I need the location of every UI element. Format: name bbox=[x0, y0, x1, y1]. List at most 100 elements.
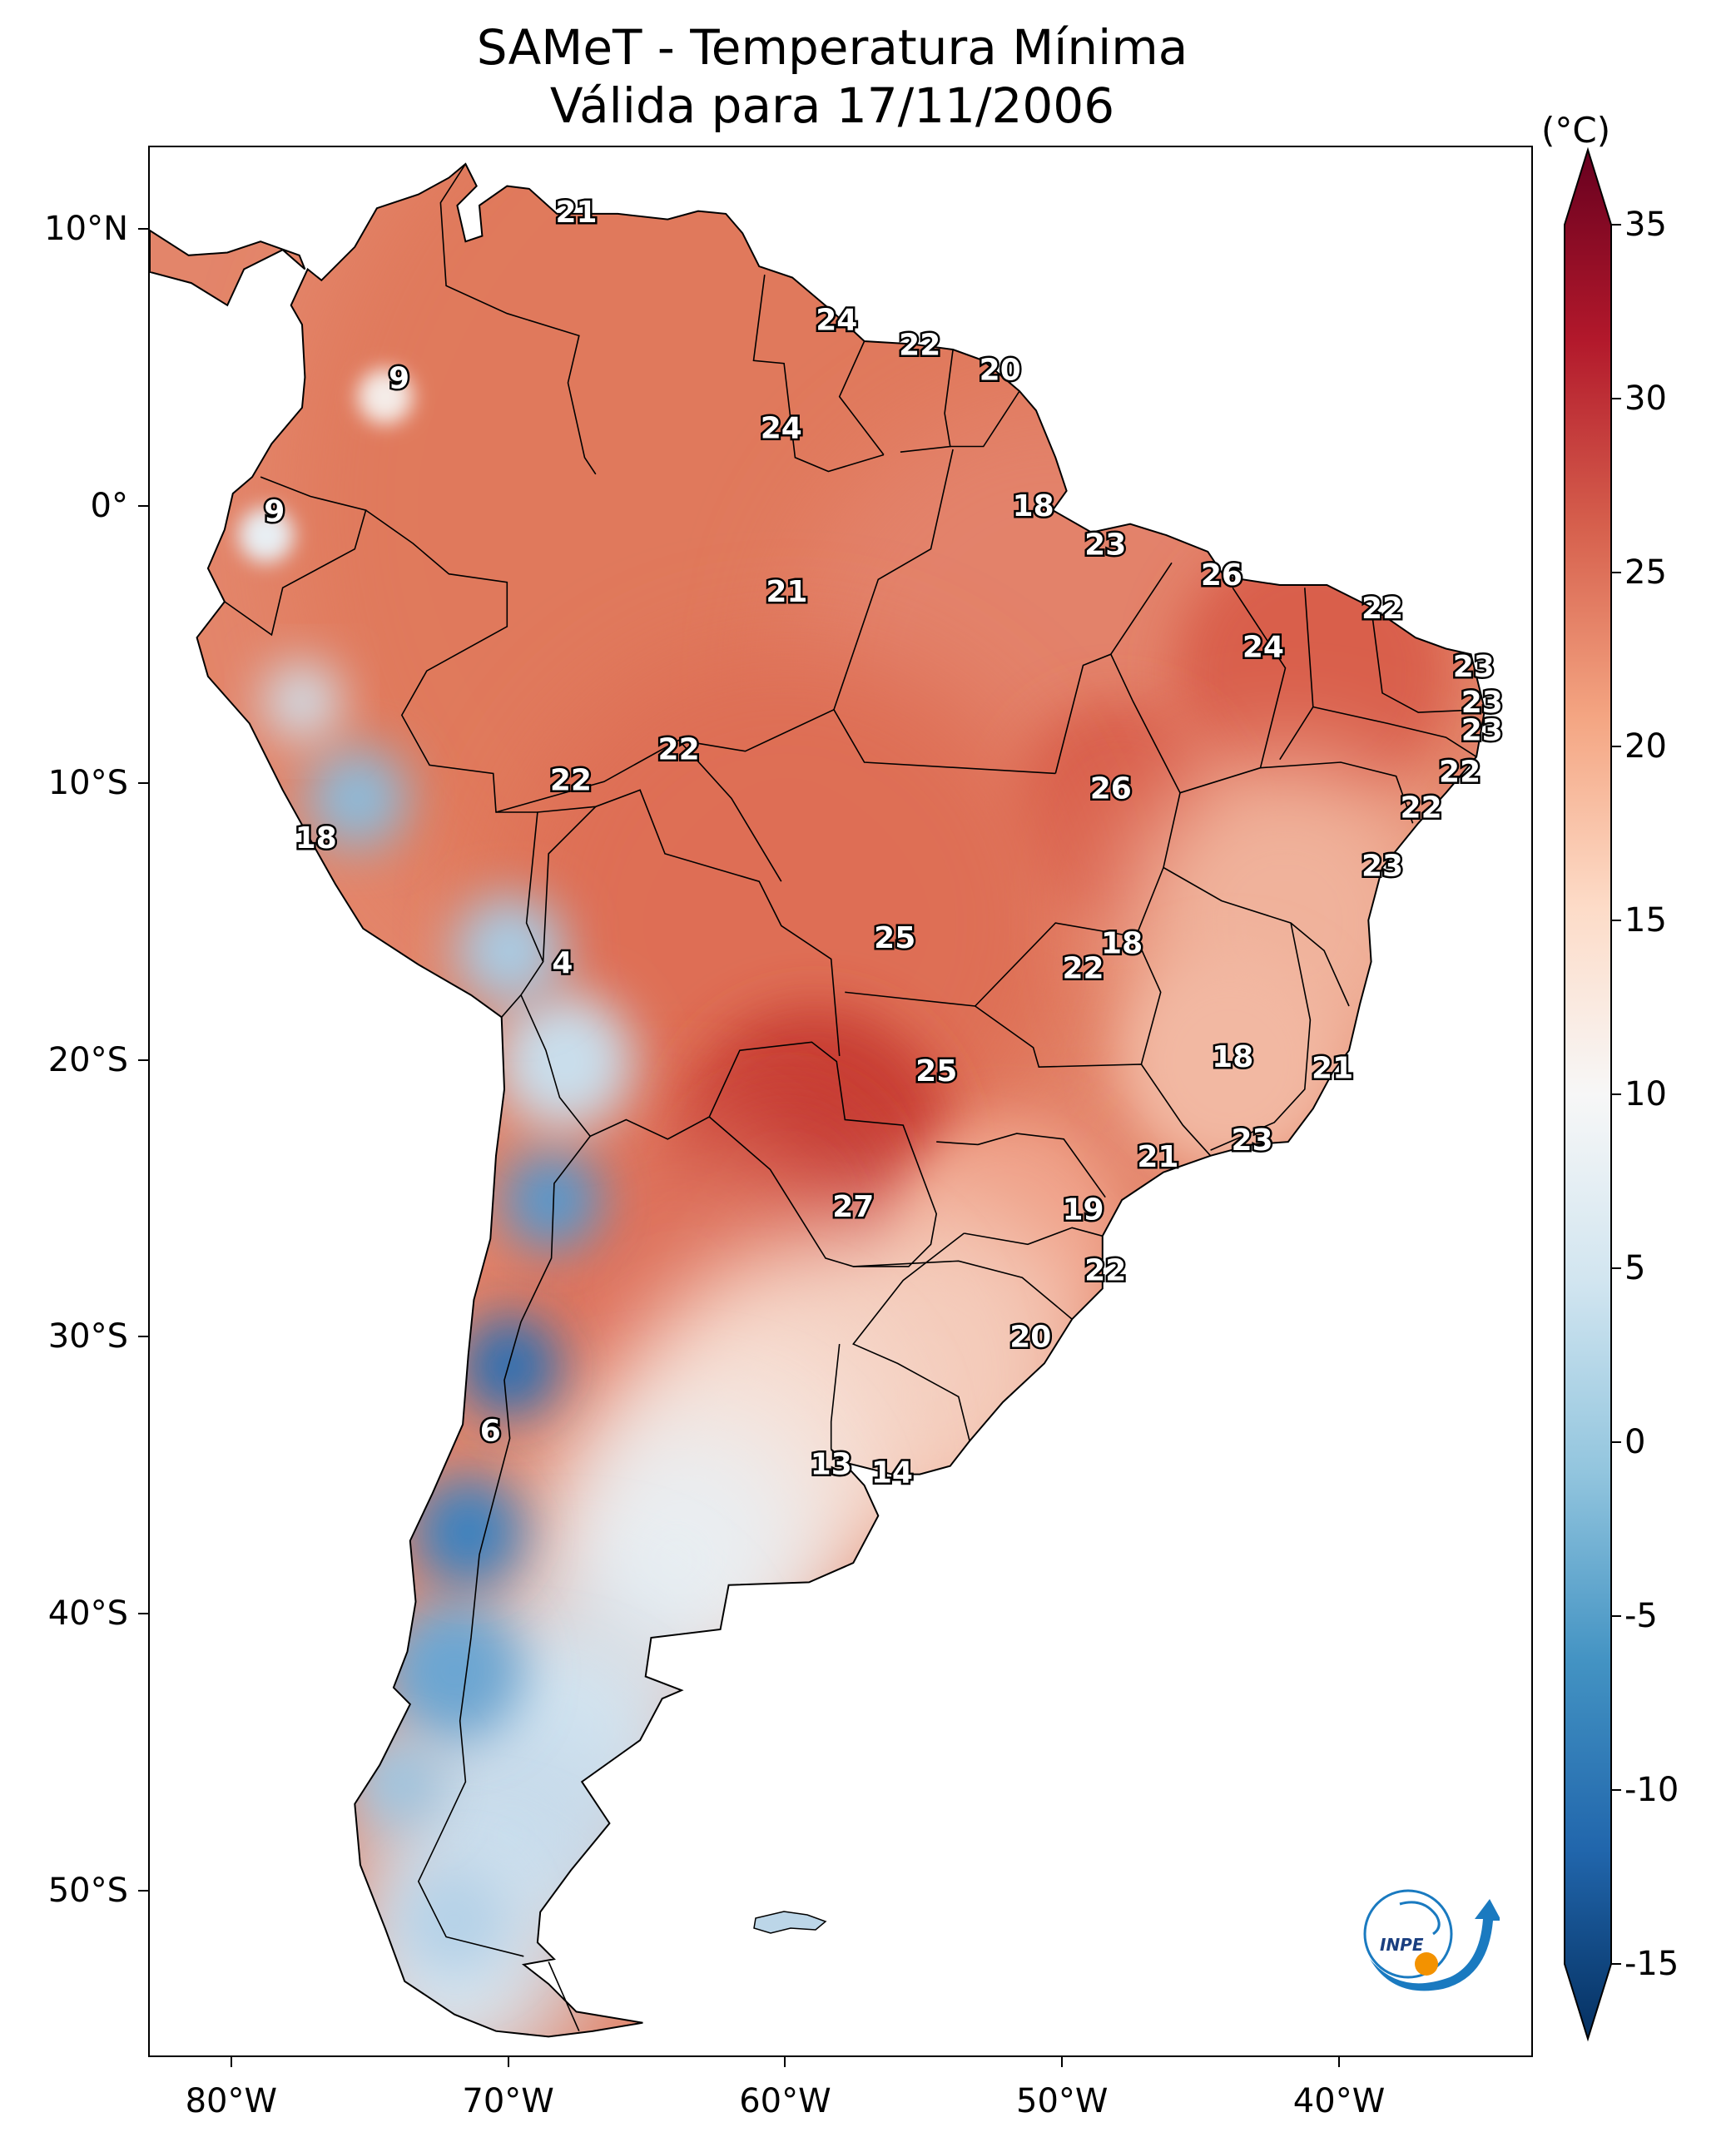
map-canvas: 2199242422201823262224232323222223212222… bbox=[150, 162, 1505, 2038]
longitude-tick-mark bbox=[507, 2057, 509, 2067]
latitude-tick-mark bbox=[138, 227, 148, 230]
colorbar-tick-mark bbox=[1611, 746, 1621, 747]
station-value-label: 14 bbox=[871, 1456, 913, 1490]
station-value-label: 20 bbox=[980, 354, 1021, 388]
border-line bbox=[964, 1227, 1104, 1246]
latitude-tick-label: 30°S bbox=[47, 1317, 128, 1356]
longitude-tick-label: 60°W bbox=[739, 2082, 831, 2120]
political-borders bbox=[224, 163, 1480, 2032]
station-value-label: 18 bbox=[1101, 927, 1143, 961]
colorbar-tick-label: -5 bbox=[1624, 1597, 1658, 1635]
colorbar-tick-mark bbox=[1611, 224, 1621, 226]
colorbar-tick-label: 20 bbox=[1624, 727, 1667, 766]
border-line bbox=[548, 1961, 580, 2032]
border-line bbox=[495, 708, 1056, 813]
station-value-label: 23 bbox=[1362, 850, 1403, 884]
colorbar-tick-label: 35 bbox=[1624, 206, 1667, 244]
inpe-logo: INPE bbox=[1363, 1889, 1500, 1991]
colorbar-tick-mark bbox=[1611, 572, 1621, 573]
latitude-tick-mark bbox=[138, 1336, 148, 1338]
map-frame: 21 9 9 24 24 22 20 18 23 26 22 24 23 23 23 22 22 23 21 22 22… bbox=[148, 146, 1533, 2057]
colorbar-tick-mark bbox=[1611, 1615, 1621, 1617]
colorbar-unit: (°C) bbox=[1541, 110, 1611, 151]
station-value-label: 22 bbox=[658, 733, 700, 767]
border-line bbox=[1370, 607, 1480, 713]
station-value-label: 27 bbox=[832, 1190, 874, 1224]
border-line bbox=[975, 922, 1162, 1065]
colorbar-tick-label: 10 bbox=[1624, 1075, 1667, 1113]
station-value-label: 26 bbox=[1201, 558, 1242, 593]
colorbar-tick-label: 15 bbox=[1624, 901, 1667, 940]
border-line bbox=[900, 349, 954, 453]
longitude-tick-mark bbox=[784, 2057, 786, 2067]
latitude-tick-mark bbox=[138, 1890, 148, 1892]
inpe-logo-text: INPE bbox=[1380, 1935, 1424, 1955]
station-value-label: 4 bbox=[552, 946, 573, 980]
colorbar-tick-mark bbox=[1611, 1963, 1621, 1965]
station-value-label: 18 bbox=[1212, 1040, 1253, 1074]
border-line bbox=[853, 1260, 1073, 1320]
border-line bbox=[542, 806, 597, 962]
longitude-tick-label: 50°W bbox=[1016, 2082, 1109, 2120]
latitude-tick-label: 10°S bbox=[47, 763, 128, 802]
border-line bbox=[752, 274, 885, 473]
station-value-label: 21 bbox=[766, 575, 807, 609]
colorbar-tick-mark bbox=[1611, 1441, 1621, 1443]
station-value-label: 21 bbox=[1137, 1140, 1178, 1174]
latitude-tick-mark bbox=[138, 1613, 148, 1615]
station-value-label: 24 bbox=[1242, 631, 1284, 665]
border-line bbox=[224, 476, 367, 637]
station-value-label: 21 bbox=[555, 196, 597, 230]
colorbar-tick-label: 30 bbox=[1624, 379, 1667, 418]
longitude-tick-mark bbox=[230, 2057, 232, 2067]
station-value-label: 25 bbox=[874, 921, 915, 955]
station-value-label: 25 bbox=[915, 1054, 957, 1088]
title-line-1: SAMeT - Temperatura Mínima bbox=[476, 19, 1188, 76]
station-values: 2199242422201823262224232323222223212222… bbox=[262, 193, 1505, 1492]
colorbar-tick-mark bbox=[1611, 1267, 1621, 1269]
station-value-label: 22 bbox=[550, 763, 592, 797]
inpe-arrow-swoosh bbox=[1370, 1899, 1500, 1991]
border-line bbox=[678, 739, 782, 882]
station-value-label: 22 bbox=[1362, 592, 1403, 626]
station-value-label: 22 bbox=[899, 329, 940, 363]
border-line bbox=[830, 1344, 841, 1450]
colorbar-tick-label: 5 bbox=[1624, 1249, 1646, 1287]
station-value-label: 23 bbox=[1231, 1123, 1272, 1158]
station-value-label: 18 bbox=[295, 821, 337, 855]
border-line bbox=[852, 1232, 970, 1441]
station-value-label: 23 bbox=[1453, 650, 1495, 684]
latitude-tick-label: 50°S bbox=[47, 1872, 128, 1911]
latitude-tick-label: 0° bbox=[90, 486, 128, 525]
border-line bbox=[950, 390, 1020, 448]
longitude-tick-mark bbox=[1061, 2057, 1064, 2067]
colorbar-tick-mark bbox=[1611, 398, 1621, 399]
station-value-label: 22 bbox=[1439, 755, 1481, 789]
colorbar bbox=[1564, 146, 1612, 2042]
border-line bbox=[365, 509, 544, 1018]
colorbar-tick-label: 0 bbox=[1624, 1423, 1646, 1461]
map-title: SAMeT - Temperatura Mínima Válida para 1… bbox=[125, 18, 1540, 135]
border-line bbox=[1210, 922, 1312, 1151]
border-line bbox=[417, 994, 592, 1957]
colorbar-tick-mark bbox=[1611, 1093, 1621, 1095]
longitude-tick-mark bbox=[1338, 2057, 1341, 2067]
station-value-label: 19 bbox=[1062, 1193, 1104, 1227]
station-value-label: 24 bbox=[816, 304, 857, 338]
station-value-label: 21 bbox=[1312, 1052, 1353, 1086]
temperature-field bbox=[150, 164, 1486, 2037]
colorbar-tick-mark bbox=[1611, 920, 1621, 921]
border-line bbox=[838, 340, 885, 455]
station-value-label: 26 bbox=[1090, 771, 1132, 806]
border-line bbox=[833, 449, 954, 711]
station-value-label: 18 bbox=[1013, 489, 1054, 523]
station-value-label: 23 bbox=[1461, 713, 1503, 747]
title-line-2: Válida para 17/11/2006 bbox=[549, 77, 1115, 134]
station-value-label: 6 bbox=[480, 1415, 501, 1449]
latitude-tick-mark bbox=[138, 504, 148, 507]
colorbar-tick-label: 25 bbox=[1624, 553, 1667, 592]
station-value-label: 9 bbox=[264, 494, 285, 528]
station-value-label: 22 bbox=[1062, 952, 1104, 986]
border-line bbox=[1110, 562, 1173, 655]
colorbar-tick-label: -10 bbox=[1624, 1771, 1679, 1809]
